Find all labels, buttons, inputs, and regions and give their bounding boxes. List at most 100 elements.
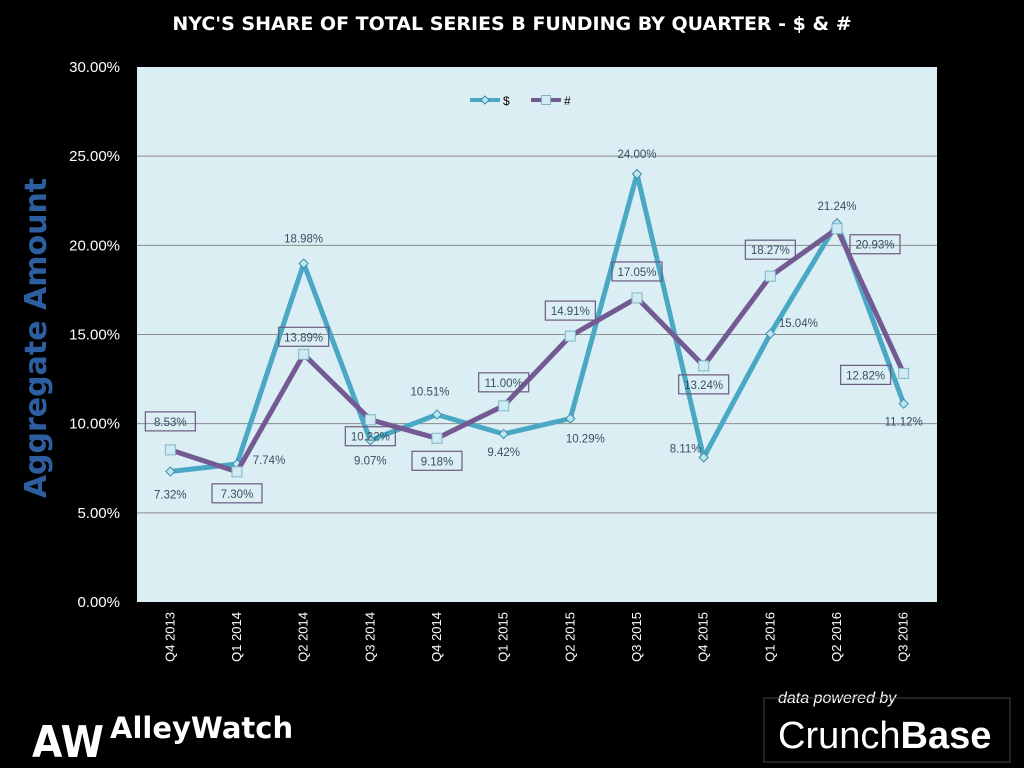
data-label: 9.18% — [421, 456, 454, 468]
point-marker — [898, 398, 909, 409]
data-label-box — [840, 364, 892, 385]
point-marker — [231, 466, 243, 478]
data-label-box — [849, 234, 901, 255]
data-label-box — [211, 483, 263, 504]
x-tick-label: Q1 2014 — [229, 612, 244, 662]
point-marker — [698, 452, 709, 463]
x-tick-label: Q4 2014 — [429, 612, 444, 662]
data-label: 20.93% — [855, 240, 894, 252]
alleywatch-logo-mark: AW — [32, 717, 104, 768]
legend: $ # — [470, 94, 571, 108]
data-label-box — [544, 300, 596, 321]
data-label: 11.12% — [885, 417, 923, 429]
y-tick-label: 30.00% — [69, 59, 120, 76]
point-marker — [565, 413, 576, 424]
data-label-box — [278, 326, 330, 347]
data-label: 10.22% — [351, 432, 390, 444]
y-tick-label: 20.00% — [69, 237, 120, 254]
data-label: 21.24% — [817, 201, 856, 213]
data-label: 7.32% — [154, 489, 187, 501]
point-marker — [631, 168, 643, 180]
point-marker — [698, 360, 710, 372]
x-tick-label: Q3 2015 — [629, 612, 644, 662]
data-label-box — [144, 411, 196, 432]
x-tick-label: Q4 2015 — [696, 612, 711, 662]
data-label: 17.05% — [617, 267, 656, 279]
data-label: 9.42% — [487, 447, 520, 459]
alleywatch-brand: AW AlleyWatch — [32, 711, 293, 768]
data-label: 24.00% — [617, 149, 656, 161]
point-marker — [564, 330, 576, 342]
point-marker — [431, 409, 443, 420]
data-label: 15.04% — [779, 318, 818, 330]
data-label: 9.07% — [354, 455, 387, 467]
point-marker — [365, 435, 376, 446]
x-tick-label: Q3 2016 — [896, 612, 911, 662]
x-tick-label: Q2 2016 — [829, 612, 844, 662]
point-marker — [165, 466, 176, 477]
data-label: 10.51% — [410, 387, 449, 399]
y-tick-label: 5.00% — [77, 505, 120, 522]
chart-title: NYC'S SHARE OF TOTAL SERIES B FUNDING BY… — [172, 13, 851, 35]
alleywatch-logo-text: AlleyWatch — [110, 711, 293, 745]
point-marker — [298, 348, 310, 360]
data-label: 11.00% — [485, 378, 523, 390]
point-marker — [631, 292, 643, 304]
data-label: 13.89% — [284, 332, 323, 344]
point-marker — [831, 223, 843, 235]
point-marker — [364, 414, 376, 426]
x-tick-label: Q1 2016 — [762, 612, 777, 662]
x-tick-label: Q3 2014 — [362, 612, 377, 662]
crunchbase-brand: data powered by CrunchBase — [763, 690, 1011, 763]
legend-label: # — [564, 94, 571, 108]
data-label-box — [611, 261, 663, 282]
data-label-box — [678, 374, 730, 395]
data-label: 8.53% — [154, 417, 187, 429]
y-tick-label: 25.00% — [69, 148, 120, 165]
data-label: 18.98% — [284, 234, 323, 246]
data-label: 13.24% — [684, 380, 723, 392]
data-label-box — [478, 372, 530, 393]
data-label: 12.82% — [846, 370, 885, 382]
y-tick-label: 10.00% — [69, 416, 120, 433]
data-labels: 7.32% 7.74% 18.98% 9.07% 10.51% 9.42% 10.29% 24… — [144, 149, 923, 504]
x-tick-label: Q2 2014 — [296, 612, 311, 662]
x-tick-label: Q2 2015 — [562, 612, 577, 662]
legend-marker — [541, 95, 551, 105]
point-marker — [298, 258, 309, 269]
point-marker — [498, 428, 509, 440]
series-line-0 — [167, 171, 907, 474]
y-axis-label: Aggregate Amount — [19, 178, 54, 498]
crunchbase-logo-light: Crunch — [778, 715, 901, 757]
data-label: 7.30% — [221, 489, 254, 501]
y-axis-ticks: 0.00% 5.00% 10.00% 15.00% 20.00% 25.00% 30.00% — [69, 59, 120, 611]
gridlines — [137, 155, 937, 514]
crunchbase-box — [763, 697, 1011, 763]
x-tick-label: Q4 2013 — [162, 612, 177, 662]
data-label-box — [744, 239, 796, 260]
point-marker — [765, 328, 776, 339]
legend-marker — [480, 95, 490, 105]
x-axis-ticks: Q4 2013 Q1 2014 Q2 2014 Q3 2014 Q4 2014 Q1 20… — [162, 612, 910, 662]
data-label: 8.11% — [670, 443, 702, 455]
x-tick-label: Q1 2015 — [496, 612, 511, 662]
point-marker — [898, 367, 910, 379]
point-marker — [764, 270, 776, 282]
crunchbase-logo: CrunchBase — [778, 715, 991, 757]
data-label: 14.91% — [551, 306, 590, 318]
y-tick-label: 15.00% — [69, 327, 120, 344]
data-label: 7.74% — [253, 455, 286, 467]
point-marker — [431, 432, 443, 444]
data-label: 10.29% — [566, 433, 605, 445]
legend-label: $ — [503, 94, 510, 108]
series-layer — [164, 168, 910, 478]
data-label-box — [344, 426, 396, 447]
point-marker — [498, 400, 510, 412]
point-marker — [164, 444, 176, 456]
y-tick-label: 0.00% — [77, 594, 120, 611]
data-label-box — [411, 450, 463, 471]
series-line-1 — [167, 226, 907, 475]
crunchbase-logo-bold: Base — [901, 715, 992, 757]
data-label: 18.27% — [751, 245, 790, 257]
